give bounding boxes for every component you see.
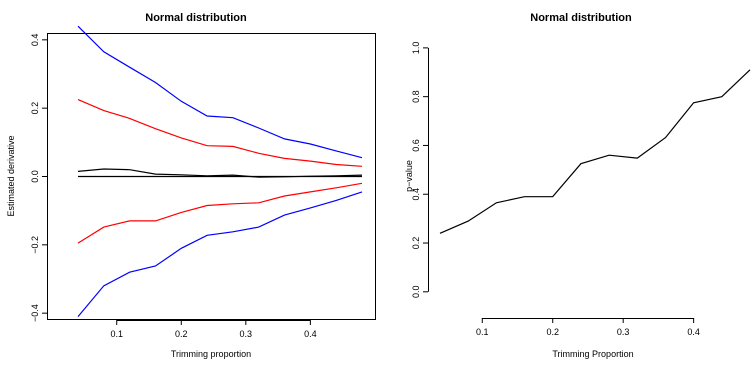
left-series-line-4 bbox=[77, 182, 363, 244]
left-series-line-0 bbox=[77, 25, 363, 159]
right-y-axis: 0.0 0.2 0.4 0.6 0.8 1.0 bbox=[411, 42, 429, 298]
left-y-axis: −0.4 −0.2 0.0 0.2 0.4 bbox=[30, 34, 48, 322]
left-series-line-5 bbox=[77, 191, 363, 317]
right-x-tick-label: 0.4 bbox=[687, 327, 700, 337]
left-y-tick-label: 0.0 bbox=[30, 170, 40, 183]
right-x-axis: 0.1 0.2 0.3 0.4 bbox=[476, 318, 700, 337]
right-x-tick-label: 0.1 bbox=[476, 327, 489, 337]
right-y-tick-label: 0.0 bbox=[411, 286, 421, 299]
left-x-axis-label: Trimming proportion bbox=[171, 349, 251, 359]
right-series-line-0 bbox=[439, 69, 751, 234]
right-x-tick-label: 0.2 bbox=[546, 327, 559, 337]
right-x-axis-label: Trimming Proportion bbox=[552, 349, 633, 359]
left-series-line-1 bbox=[77, 99, 363, 167]
left-plot-lines bbox=[77, 25, 363, 317]
right-y-axis-label: p−value bbox=[404, 160, 414, 192]
right-panel: Normal distribution 0.1 0.2 0.3 0.4 0.00.20… bbox=[404, 12, 751, 359]
left-x-tick-label: 0.1 bbox=[110, 329, 123, 339]
left-x-tick-label: 0.3 bbox=[240, 329, 253, 339]
left-x-tick-label: 0.2 bbox=[175, 329, 188, 339]
right-chart-title: Normal distribution bbox=[530, 12, 632, 24]
right-y-tick-label: 0.4 bbox=[411, 188, 421, 201]
left-panel: Normal distribution 0.1 0.2 0.3 0.4 −0.4−0.… bbox=[6, 12, 376, 359]
left-y-tick-label: −0.4 bbox=[30, 304, 40, 322]
left-y-tick-label: 0.4 bbox=[30, 34, 40, 47]
left-y-axis-label: Estimated derivative bbox=[6, 135, 16, 216]
right-x-tick-label: 0.3 bbox=[617, 327, 630, 337]
left-y-tick-label: 0.2 bbox=[30, 102, 40, 115]
right-y-tick-label: 1.0 bbox=[411, 42, 421, 55]
right-plot-lines bbox=[439, 69, 751, 234]
left-chart-title: Normal distribution bbox=[145, 12, 247, 24]
right-y-tick-label: 0.6 bbox=[411, 139, 421, 152]
left-y-tick-label: −0.2 bbox=[30, 236, 40, 254]
left-x-axis: 0.1 0.2 0.3 0.4 bbox=[110, 320, 317, 339]
left-x-tick-label: 0.4 bbox=[304, 329, 317, 339]
right-y-tick-label: 0.8 bbox=[411, 90, 421, 103]
right-y-tick-label: 0.2 bbox=[411, 237, 421, 250]
